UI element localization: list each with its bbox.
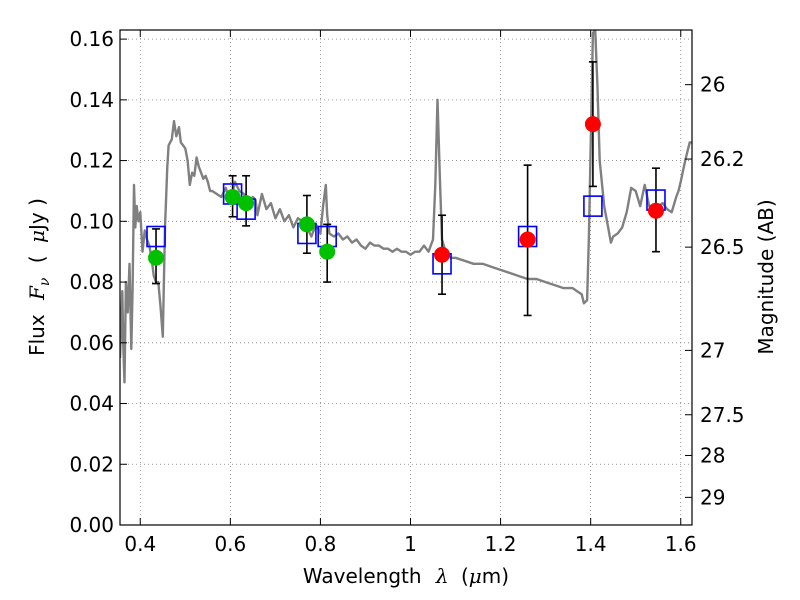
- optical-detection-point: [148, 249, 165, 266]
- model-photometry-square: [583, 195, 603, 217]
- right-tick-label: 29: [700, 485, 725, 509]
- y-tick-label: 0.14: [69, 88, 114, 112]
- x-tick-label: 1.6: [665, 532, 697, 556]
- x-tick-label: 1.4: [575, 532, 607, 556]
- nir-detection-point: [647, 202, 664, 219]
- y-axis-label-prefix: Flux: [25, 314, 49, 356]
- y-tick-label: 0.16: [69, 27, 114, 51]
- x-axis-label-symbol: λ: [435, 564, 449, 588]
- right-tick-label: 27.5: [700, 403, 745, 427]
- model-photometry-square: [146, 225, 166, 248]
- y-tick-label: 0.10: [69, 209, 114, 233]
- right-tick-label: 27: [700, 338, 725, 362]
- nir-detection-point: [519, 231, 536, 248]
- y-axis-label-unit-open: (: [25, 255, 49, 263]
- x-tick-label: 1: [404, 532, 417, 556]
- markers: [146, 116, 666, 275]
- y-axis-right-label: Magnitude (AB): [754, 199, 778, 354]
- x-tick-label: 0.8: [305, 532, 337, 556]
- y-axis-label-unit-rest: Jy ): [25, 198, 49, 232]
- data-layer: [120, 30, 692, 384]
- right-tick-label: 26: [700, 73, 725, 97]
- optical-detection-point: [238, 195, 255, 212]
- x-tick-label: 0.6: [214, 532, 246, 556]
- nir-detection-point: [584, 116, 601, 133]
- x-axis-label-prefix: Wavelength: [303, 564, 422, 588]
- y-axis-label-symbol: F: [25, 285, 49, 301]
- optical-detection-point: [319, 243, 336, 260]
- y-tick-label: 0.04: [69, 392, 114, 416]
- nir-detection-point: [434, 246, 451, 263]
- x-axis-label-unit-rest: m): [482, 564, 509, 588]
- y-tick-label: 0.02: [69, 452, 114, 476]
- ticks: 0.4 0.6 0.8 1 1.2 1.4 1.6 0.00 0.02 0.04 0.06 0.08 0…: [69, 27, 744, 556]
- y-axis-label: Flux Fν ( μJy ): [25, 198, 54, 356]
- x-axis-label-unit-open: (: [461, 564, 469, 588]
- optical-detection-point: [298, 216, 315, 233]
- y-axis-label-unit-mu: μ: [25, 230, 49, 243]
- x-tick-label: 0.4: [124, 532, 156, 556]
- error-bars: [152, 61, 660, 317]
- x-axis-label: Wavelength λ (μm): [303, 564, 509, 588]
- y-tick-label: 0.12: [69, 149, 114, 173]
- y-tick-label: 0.06: [69, 331, 114, 355]
- sed-model-line: [120, 30, 692, 384]
- y-axis-label-subscript: ν: [37, 277, 53, 286]
- right-tick-label: 26.2: [700, 147, 745, 171]
- grid: [120, 30, 692, 526]
- right-tick-label: 26.5: [700, 235, 745, 259]
- optical-detection-point: [224, 189, 241, 206]
- right-tick-label: 28: [700, 443, 725, 467]
- plot-frame: [119, 29, 693, 526]
- y-tick-label: 0.08: [69, 270, 114, 294]
- x-tick-label: 1.2: [485, 532, 517, 556]
- y-tick-label: 0.00: [69, 513, 114, 537]
- x-axis-label-unit-mu: μ: [469, 564, 482, 588]
